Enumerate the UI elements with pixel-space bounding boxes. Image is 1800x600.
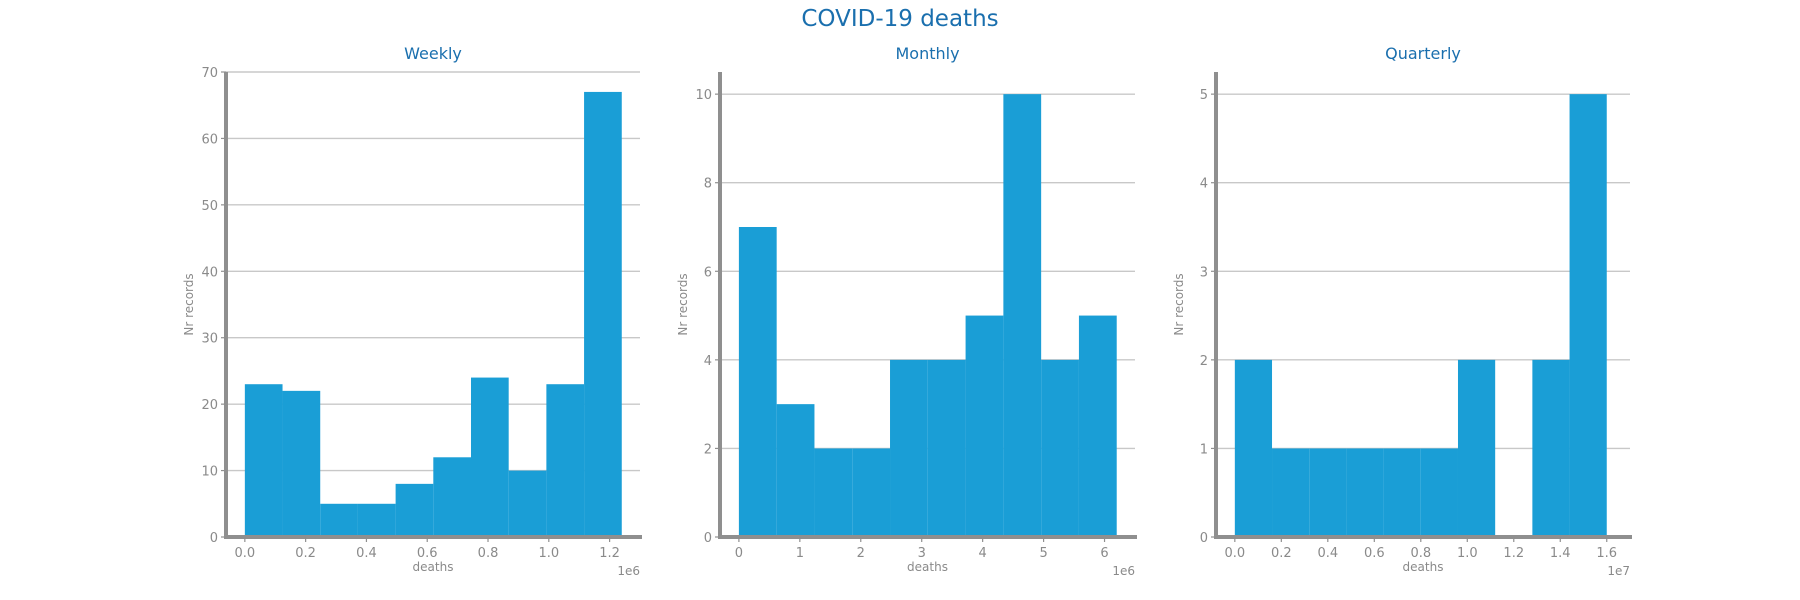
histogram-bar <box>1532 359 1570 537</box>
histogram-bar <box>1457 359 1496 537</box>
histogram-bar <box>584 91 622 537</box>
x-tick-label: 3 <box>918 546 926 561</box>
y-tick-label: 4 <box>1200 177 1208 192</box>
histogram-bar <box>965 315 1004 537</box>
y-axis-label: Nr records <box>182 273 196 335</box>
histogram-bar <box>776 404 815 537</box>
histogram-bar <box>1078 315 1117 537</box>
subplot-title: Weekly <box>404 44 462 63</box>
x-tick-label: 1 <box>796 546 804 561</box>
x-tick-label: 4 <box>979 546 987 561</box>
x-tick-label: 0.6 <box>417 546 438 561</box>
histogram-bar <box>1003 94 1042 538</box>
histogram-bar <box>546 384 585 537</box>
x-tick-label: 1.0 <box>538 546 559 561</box>
x-tick-label: 1.2 <box>1503 546 1524 561</box>
y-tick-label: 30 <box>201 332 218 347</box>
x-axis-label: deaths <box>907 560 948 574</box>
histogram-bar <box>814 448 853 537</box>
y-tick-label: 70 <box>201 66 218 81</box>
chart-panel-monthly: 0 2 4 6 8 10 0 1 2 3 4 5 6 Monthly deaths Nr records 1e6 <box>676 44 1137 578</box>
histogram-bar <box>738 227 777 537</box>
chart-panel-weekly: 0 10 20 30 40 50 60 70 0.0 0.2 0.4 0.6 0.8 1.0 1.2 Week… <box>182 44 642 578</box>
x-tick-label: 0.6 <box>1364 546 1385 561</box>
y-tick-label: 50 <box>201 199 218 214</box>
y-tick-label: 6 <box>704 265 712 280</box>
histogram-bar <box>433 457 471 537</box>
x-axis-label: deaths <box>1403 560 1444 574</box>
histogram-bar <box>282 390 321 537</box>
histogram-bar <box>244 384 283 537</box>
histogram-bar <box>890 359 928 537</box>
x-tick-label: 0.2 <box>295 546 316 561</box>
x-offset-label: 1e6 <box>617 564 640 578</box>
y-tick-label: 0 <box>704 531 712 546</box>
y-tick-label: 0 <box>1200 531 1208 546</box>
figure-title: COVID-19 deaths <box>801 6 999 32</box>
y-tick-label: 2 <box>704 442 712 457</box>
histogram-bar <box>395 483 434 537</box>
x-tick-label: 1.4 <box>1550 546 1571 561</box>
chart-panel-quarterly: 0 1 2 3 4 5 0.0 0.2 0.4 0.6 0.8 1.0 1.2 1.4 1.6 Quarter… <box>1172 44 1632 578</box>
histogram-bar <box>1309 448 1347 537</box>
y-tick-label: 8 <box>704 177 712 192</box>
subplot-title: Monthly <box>895 44 959 63</box>
y-tick-label: 10 <box>695 88 712 103</box>
y-tick-label: 2 <box>1200 354 1208 369</box>
histogram-bar <box>508 470 547 537</box>
y-tick-label: 10 <box>201 465 218 480</box>
x-offset-label: 1e7 <box>1607 564 1630 578</box>
y-tick-label: 40 <box>201 265 218 280</box>
histogram-bar <box>1383 448 1421 537</box>
x-tick-label: 0.8 <box>478 546 499 561</box>
y-tick-label: 20 <box>201 398 218 413</box>
x-tick-label: 0.0 <box>1224 546 1245 561</box>
x-offset-label: 1e6 <box>1112 564 1135 578</box>
histogram-bar <box>357 503 396 537</box>
x-tick-label: 5 <box>1039 546 1047 561</box>
x-tick-label: 0.2 <box>1271 546 1292 561</box>
x-tick-label: 0.4 <box>356 546 377 561</box>
x-tick-label: 1.6 <box>1596 546 1617 561</box>
histogram-bar <box>1272 448 1310 537</box>
x-tick-label: 6 <box>1100 546 1108 561</box>
y-tick-label: 5 <box>1200 88 1208 103</box>
y-tick-label: 4 <box>704 354 712 369</box>
subplot-title: Quarterly <box>1385 44 1461 63</box>
histogram-bar <box>470 377 509 537</box>
y-tick-label: 3 <box>1200 265 1208 280</box>
histogram-bar <box>1569 94 1607 538</box>
histogram-bar <box>320 503 358 537</box>
x-tick-label: 0.4 <box>1317 546 1338 561</box>
histogram-bar <box>1041 359 1079 537</box>
y-axis-label: Nr records <box>676 273 690 335</box>
histogram-bar <box>1420 448 1458 537</box>
x-tick-label: 1.0 <box>1457 546 1478 561</box>
x-tick-label: 0 <box>735 546 743 561</box>
histogram-bar <box>852 448 891 537</box>
x-tick-label: 1.2 <box>599 546 620 561</box>
y-axis-label: Nr records <box>1172 273 1186 335</box>
y-tick-label: 0 <box>210 531 218 546</box>
y-tick-label: 1 <box>1200 442 1208 457</box>
y-tick-label: 60 <box>201 132 218 147</box>
x-tick-label: 0.8 <box>1410 546 1431 561</box>
histogram-bar <box>927 359 966 537</box>
x-axis-label: deaths <box>413 560 454 574</box>
histogram-bar <box>1234 359 1273 537</box>
x-tick-label: 2 <box>857 546 865 561</box>
x-tick-label: 0.0 <box>235 546 256 561</box>
histogram-bar <box>1346 448 1384 537</box>
